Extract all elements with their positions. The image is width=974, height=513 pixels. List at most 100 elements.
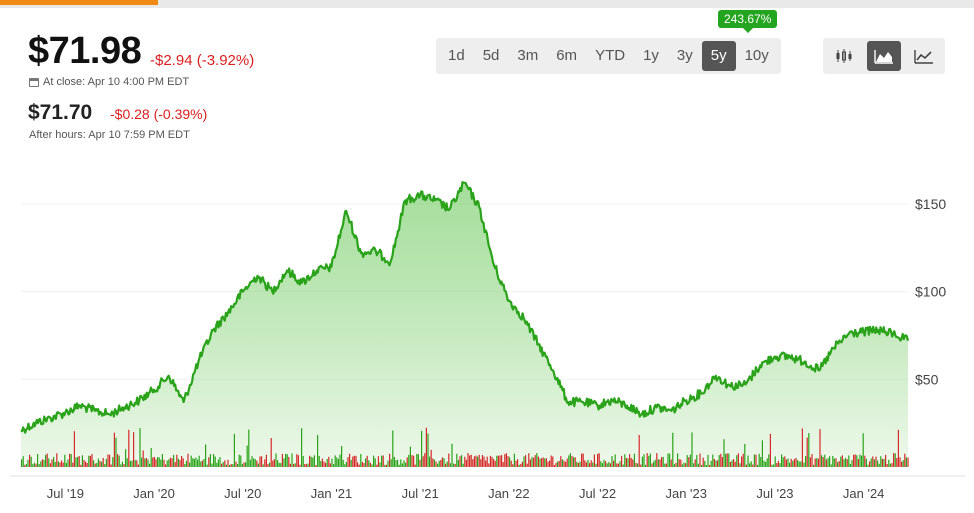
volume-bar (77, 457, 79, 467)
range-3m-button[interactable]: 3m (517, 47, 539, 64)
volume-bar (377, 456, 379, 467)
volume-bar (345, 462, 347, 467)
volume-bar (761, 440, 763, 467)
candlestick-button[interactable] (827, 41, 861, 71)
x-tick-label-4: Jul '21 (402, 486, 439, 501)
volume-bar (785, 459, 787, 467)
volume-bar (632, 459, 634, 467)
range-5y-button[interactable]: 5y (701, 41, 736, 71)
volume-bar (904, 453, 906, 467)
volume-bar (259, 456, 261, 467)
volume-bar (886, 464, 888, 467)
volume-bar (97, 458, 99, 467)
volume-bar (649, 453, 651, 467)
current-price: $71.98 (28, 30, 142, 72)
volume-bar (142, 450, 144, 467)
volume-bar (321, 458, 323, 467)
volume-bar (613, 460, 615, 467)
volume-bar (520, 463, 522, 467)
volume-bar (560, 456, 562, 467)
volume-bars (21, 427, 909, 467)
volume-bar (265, 454, 267, 467)
volume-bar (653, 461, 655, 467)
volume-bar (64, 454, 66, 467)
volume-bar (737, 453, 739, 467)
volume-bar (221, 463, 223, 467)
volume-bar (661, 457, 663, 467)
volume-bar (822, 457, 824, 467)
range-1y-button[interactable]: 1y (643, 47, 659, 64)
volume-bar (717, 460, 719, 467)
range-6m-button[interactable]: 6m (556, 47, 578, 64)
volume-bar (529, 459, 531, 467)
volume-bar (736, 455, 738, 467)
volume-bar (568, 455, 570, 467)
y-tick-label-0: $150 (915, 196, 946, 212)
volume-bar (861, 455, 863, 467)
volume-bar (318, 456, 320, 467)
volume-bar (601, 463, 603, 467)
volume-bar (896, 458, 898, 467)
volume-bar (176, 454, 178, 467)
volume-bar (854, 454, 856, 467)
volume-bar (385, 464, 387, 467)
volume-bar (405, 462, 407, 467)
x-tick-label-6: Jul '22 (579, 486, 616, 501)
volume-bar (681, 464, 683, 467)
volume-bar (216, 462, 218, 467)
volume-bar (398, 464, 400, 467)
volume-bar (696, 455, 698, 467)
volume-bar (411, 455, 413, 467)
volume-bar (726, 453, 728, 467)
volume-bar (65, 462, 67, 467)
volume-bar (136, 460, 138, 467)
volume-bar (840, 456, 842, 467)
volume-bar (182, 458, 184, 467)
volume-bar (614, 454, 616, 467)
volume-bar (206, 464, 208, 467)
volume-bar (777, 460, 779, 467)
range-1d-button[interactable]: 1d (448, 47, 465, 64)
volume-bar (233, 433, 235, 467)
volume-bar (624, 454, 626, 467)
volume-bar (21, 459, 23, 467)
volume-bar (574, 457, 576, 467)
volume-bar (749, 463, 751, 467)
volume-bar (161, 454, 163, 467)
volume-bar (617, 463, 619, 467)
volume-bar (489, 455, 491, 467)
volume-bar (312, 457, 314, 467)
volume-bar (688, 457, 690, 467)
volume-bar (406, 457, 408, 467)
range-ytd-button[interactable]: YTD (595, 47, 626, 64)
volume-bar (29, 454, 31, 467)
range-5d-button[interactable]: 5d (482, 47, 500, 64)
volume-bar (166, 460, 168, 467)
volume-bar (305, 464, 307, 467)
mountain-button[interactable] (867, 41, 901, 71)
volume-bar (800, 461, 802, 467)
volume-bar (86, 463, 88, 467)
volume-bar (600, 461, 602, 467)
volume-bar (857, 459, 859, 467)
volume-bar (299, 464, 301, 467)
line-button[interactable] (907, 41, 941, 71)
volume-bar (105, 458, 107, 467)
volume-bar (899, 457, 901, 467)
volume-bar (336, 457, 338, 467)
volume-bar (208, 457, 210, 467)
volume-bar (41, 459, 43, 467)
volume-bar (893, 453, 895, 467)
volume-bar (901, 461, 903, 467)
volume-bar (883, 459, 885, 467)
volume-bar (872, 456, 874, 467)
range-3y-button[interactable]: 3y (676, 47, 693, 64)
x-axis-labels: Jul '19 Jan '20 Jul '20 Jan '21 Jul '21 Jan '… (47, 486, 885, 501)
volume-bar (261, 456, 263, 467)
volume-bar (672, 432, 674, 467)
volume-bar (51, 459, 53, 467)
volume-bar (38, 464, 40, 467)
volume-bar (459, 456, 461, 467)
range-10y-button[interactable]: 10y (744, 47, 769, 64)
